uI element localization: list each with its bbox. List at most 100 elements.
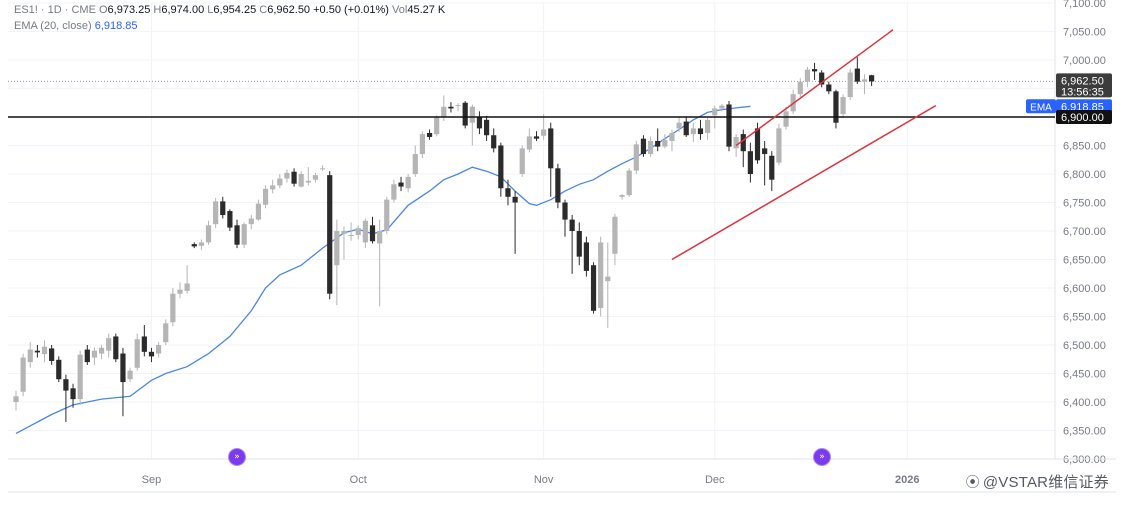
candle-body: [91, 350, 98, 358]
candle-body: [56, 359, 62, 380]
candle-body: [319, 168, 326, 170]
candle-body: [70, 388, 76, 400]
candle-body: [348, 234, 354, 236]
candle: [327, 171, 333, 300]
candle: [319, 165, 326, 172]
candle-body: [569, 219, 575, 231]
symbol-label[interactable]: ES1! · 1D · CME: [14, 4, 96, 16]
candle: [640, 135, 647, 157]
candle: [134, 333, 140, 371]
candle: [861, 74, 868, 95]
price-tick-label: 6,800.00: [1063, 169, 1106, 181]
candle-body: [20, 357, 26, 392]
candle: [277, 174, 283, 189]
candles: [13, 57, 875, 422]
candle: [184, 265, 190, 294]
candle: [41, 340, 48, 363]
candle-body: [469, 106, 475, 123]
last-price-badge-text: 13:56:35: [1061, 86, 1104, 98]
candle: [626, 168, 632, 197]
candle: [91, 347, 98, 365]
candle: [255, 199, 262, 221]
candle: [419, 131, 426, 159]
candle: [34, 345, 40, 358]
candle: [355, 225, 361, 240]
candle-body: [505, 188, 511, 197]
ema-series-line: [15, 105, 751, 434]
candle-body: [562, 202, 568, 220]
candle: [49, 345, 55, 365]
level-price-badge-text: 6,900.00: [1061, 112, 1104, 124]
candle: [84, 345, 90, 365]
candle-body: [127, 370, 133, 380]
candle-body: [726, 104, 732, 147]
volume-value: 45.27 K: [407, 4, 446, 16]
candle-body: [241, 224, 247, 245]
candle: [605, 242, 611, 328]
candle-body: [854, 68, 860, 82]
candle: [854, 57, 860, 84]
candle: [669, 129, 675, 152]
candle: [811, 62, 818, 80]
candle: [590, 262, 597, 314]
low-value: 6,954.25: [213, 4, 257, 16]
candle-body: [220, 201, 226, 216]
candle-body: [576, 231, 582, 257]
time-tick-label: Oct: [350, 474, 367, 486]
candle-body: [13, 396, 19, 402]
candle: [13, 390, 19, 411]
price-tick-label: 6,400.00: [1063, 397, 1106, 409]
candle-body: [697, 128, 704, 135]
candle-body: [811, 69, 818, 72]
price-tick-label: 6,850.00: [1063, 141, 1106, 153]
candle-body: [712, 108, 718, 116]
candle-body: [797, 81, 803, 95]
candle-body: [213, 201, 219, 225]
candle-body: [255, 203, 262, 220]
ema-row[interactable]: EMA (20, close) 6,918.85: [14, 18, 445, 34]
watermark-text: @VSTAR维信证券: [982, 474, 1109, 491]
candle-body: [205, 225, 212, 243]
candle-body: [669, 132, 675, 141]
candle: [783, 106, 789, 130]
candle: [847, 68, 853, 100]
open-label: O: [98, 4, 108, 16]
time-tick-label: Nov: [534, 474, 554, 486]
candle: [248, 215, 254, 230]
candle-body: [769, 155, 775, 180]
candle-body: [612, 216, 618, 254]
marker-arrow-icon[interactable]: »: [229, 449, 245, 465]
candle-body: [170, 293, 176, 323]
candle: [804, 66, 811, 88]
price-tick-label: 6,450.00: [1063, 369, 1106, 381]
candle-body: [747, 151, 753, 174]
candle: [762, 140, 768, 186]
time-axis: Sep Oct Nov Dec 2026: [8, 458, 1116, 493]
candle: [598, 236, 604, 317]
candle-body: [541, 129, 547, 136]
candle: [683, 117, 689, 137]
candle: [533, 131, 540, 141]
candle-body: [491, 135, 497, 149]
candle-body: [419, 134, 426, 155]
trendlines[interactable]: [671, 29, 937, 261]
candle-body: [426, 132, 433, 137]
candle: [334, 219, 340, 306]
price-tick-label: 7,100.00: [1063, 0, 1106, 10]
marker-arrow-icon[interactable]: »: [814, 449, 830, 465]
candle-body: [148, 351, 155, 357]
volume-label: Vol: [392, 4, 408, 16]
candle: [483, 115, 490, 141]
candle-body: [355, 228, 361, 235]
price-tick-label: 6,600.00: [1063, 283, 1106, 295]
candle: [519, 145, 525, 177]
candle: [612, 213, 618, 266]
candle-body: [619, 195, 625, 197]
candle-body: [234, 225, 240, 245]
candle: [213, 197, 219, 229]
ema-tag: [1026, 99, 1056, 114]
candle-body: [640, 138, 647, 155]
candle: [583, 236, 589, 277]
candle: [455, 103, 461, 112]
